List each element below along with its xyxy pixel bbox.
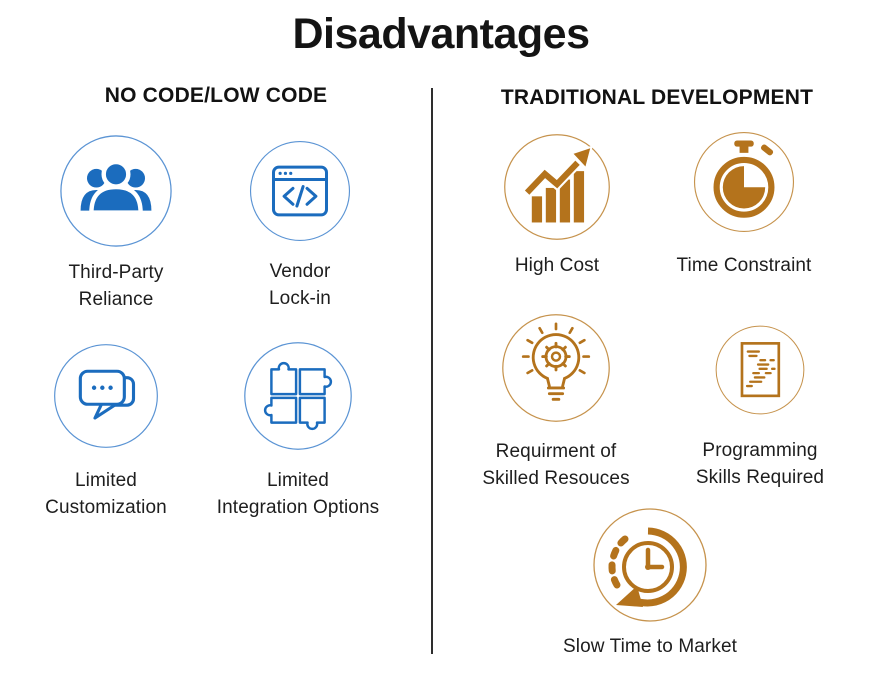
bar-chart-arrow-icon (504, 134, 610, 240)
item-label: Time Constraint (676, 255, 812, 276)
item-label: Slow Time to Market (562, 636, 737, 657)
item-time-constraint: Time Constraint (634, 129, 854, 279)
item-label: Limited Customization (45, 470, 167, 518)
code-document-icon (715, 325, 805, 415)
item-label: Programming Skills Required (695, 440, 825, 488)
item-label: High Cost (514, 255, 600, 276)
item-third-party-reliance: Third-Party Reliance (6, 132, 226, 313)
column-divider (431, 88, 433, 654)
item-limited-customization: Limited Customization (0, 341, 216, 521)
item-vendor-lock-in: Vendor Lock-in (190, 138, 410, 312)
item-label: Requirment of Skilled Resouces (482, 441, 630, 489)
item-programming-skills: Programming Skills Required (650, 323, 870, 491)
clock-arrow-icon (593, 508, 707, 622)
lightbulb-gear-icon (502, 314, 610, 422)
item-skilled-resources: Requirment of Skilled Resouces (446, 311, 666, 492)
item-label: Limited Integration Options (216, 470, 380, 518)
puzzle-pieces-icon (244, 342, 352, 450)
page-title: Disadvantages (292, 10, 590, 58)
chat-bubbles-icon (54, 344, 158, 448)
item-slow-time-to-market: Slow Time to Market (540, 505, 760, 660)
item-high-cost: High Cost (447, 131, 667, 279)
item-label: Vendor Lock-in (269, 261, 331, 309)
item-label: Third-Party Reliance (68, 262, 164, 310)
people-group-icon (60, 135, 172, 247)
left-column-heading: NO CODE/LOW CODE (104, 84, 328, 107)
code-window-icon (249, 140, 351, 242)
right-column-heading: TRADITIONAL DEVELOPMENT (500, 86, 814, 109)
stopwatch-icon (693, 131, 795, 233)
item-limited-integration-options: Limited Integration Options (188, 339, 408, 521)
